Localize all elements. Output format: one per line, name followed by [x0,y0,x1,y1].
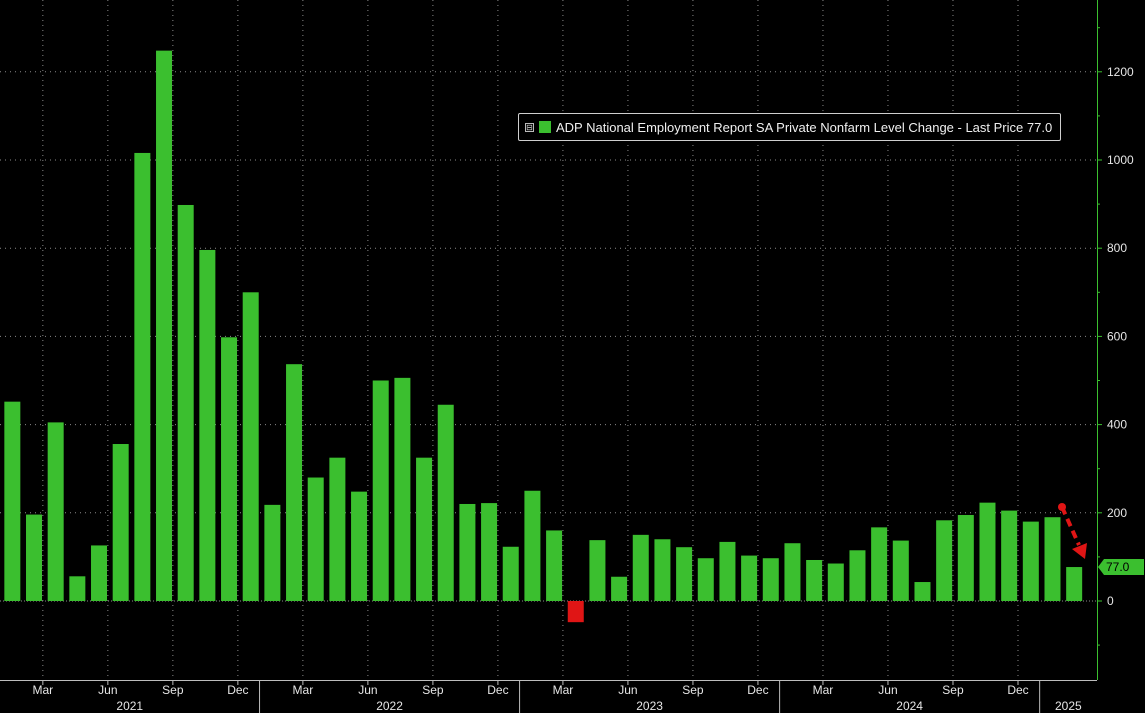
annotations [1058,503,1087,559]
bar [47,422,64,601]
bar [697,558,714,601]
last-value-tag [1098,559,1144,576]
x-tick-label: Mar [293,683,314,697]
bar [221,337,238,601]
bar [784,543,801,601]
bar [762,558,779,601]
bar [632,534,649,601]
bar [372,380,389,601]
bar [4,401,21,601]
x-tick-label: Dec [747,683,768,697]
last-value-label: 77.0 [1106,560,1130,574]
bar [741,555,758,601]
bar [1022,521,1039,601]
bar [957,515,974,601]
arrow-head [1072,543,1087,559]
bar [524,490,541,601]
bar [719,541,736,601]
bar [827,563,844,601]
bar [242,292,259,601]
legend-swatch [539,121,551,133]
bar [914,582,931,601]
bar [156,50,173,601]
bar [589,540,606,601]
x-tick-label: Mar [813,683,834,697]
bar [112,444,129,601]
x-tick-label: Jun [98,683,117,697]
year-label: 2025 [1055,699,1082,713]
legend-toggle-icon[interactable]: ⊟ [525,122,534,132]
bar [806,559,823,601]
bar [676,547,693,601]
legend[interactable]: ⊟ ADP National Employment Report SA Priv… [518,113,1062,141]
bar [654,539,671,601]
bar [351,491,368,601]
bar [26,514,43,601]
bar [502,546,519,601]
bar [546,530,563,601]
bar [307,477,324,601]
bar [91,545,108,601]
bar [1001,510,1018,601]
bar [567,601,584,623]
bar [437,404,454,601]
arrow-shaft [1060,506,1081,546]
x-tick-label: Jun [618,683,637,697]
bar [134,152,151,601]
bar [481,503,498,601]
y-tick-label: 200 [1107,506,1127,520]
bar [69,576,86,601]
x-tick-label: Dec [487,683,508,697]
y-tick-label: 600 [1107,329,1127,343]
bar [892,540,909,601]
bar [416,457,433,601]
bar [329,457,346,601]
x-tick-label: Mar [33,683,54,697]
year-label: 2024 [896,699,923,713]
y-tick-label: 1000 [1107,153,1134,167]
legend-label: ADP National Employment Report SA Privat… [556,119,1053,135]
x-tick-label: Jun [358,683,377,697]
bar [264,504,281,601]
bar [849,550,866,601]
y-tick-label: 800 [1107,241,1127,255]
bar [979,502,996,601]
x-tick-label: Sep [682,683,704,697]
y-tick-label: 400 [1107,418,1127,432]
bar [1044,517,1061,601]
x-tick-label: Dec [227,683,248,697]
gridlines [0,0,1097,680]
bars [4,50,1083,623]
bar [199,249,216,602]
x-tick-label: Jun [878,683,897,697]
x-tick-label: Sep [162,683,184,697]
year-label: 2023 [636,699,663,713]
bar [936,520,953,601]
x-tick-label: Dec [1007,683,1028,697]
bar [459,503,476,601]
year-label: 2022 [376,699,403,713]
x-tick-label: Sep [422,683,444,697]
y-tick-label: 0 [1107,594,1114,608]
bar [871,527,888,601]
x-tick-label: Sep [942,683,964,697]
year-label: 2021 [116,699,143,713]
bar [394,377,411,601]
x-tick-label: Mar [553,683,574,697]
bar [177,204,194,601]
bar [611,576,628,601]
y-tick-label: 1200 [1107,65,1134,79]
bar [1066,567,1083,601]
bar [286,364,303,601]
